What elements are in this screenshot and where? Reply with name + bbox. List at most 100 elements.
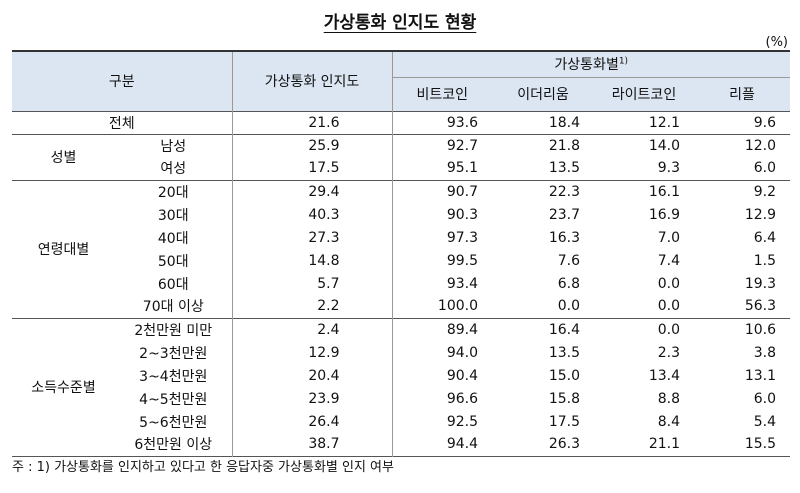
table-cell: 94.4 [391,433,492,456]
table-row: 40대 27.3 97.3 16.3 7.0 6.4 [12,226,790,249]
table-cell: 92.5 [391,410,492,433]
table-cell: 21.1 [648,436,680,453]
table-cell: 8.8 [657,390,680,407]
table-cell: 7.0 [657,229,680,246]
table-cell: 0.0 [657,275,680,292]
table-cell: 2.4 [231,318,392,341]
table-cell: 5.4 [753,413,776,430]
table-cell: 27.3 [231,226,392,249]
table-row: 4~5천만원 23.9 96.6 15.8 8.8 6.0 [12,387,790,410]
table-cell: 15.0 [548,367,580,384]
group-label: 연령대별 [37,242,90,258]
table-cell: 90.7 [391,180,492,203]
table-cell: 2.2 [231,295,392,318]
table-cell: 16.3 [548,229,580,246]
row-label: 40대 [157,230,189,247]
table-cell: 12.1 [648,114,680,131]
header-currency: 이더리움 [517,87,569,103]
row-label: 남성 [160,138,187,155]
table-cell: 89.4 [391,318,492,341]
unit-label: (%) [765,35,789,50]
footnote: 주 : 1) 가상통화를 인지하고 있다고 한 응답자중 가상통화별 인지 여부 [12,460,394,475]
table-cell: 25.9 [231,134,392,157]
table-cell: 0.0 [657,321,680,338]
row-label: 60대 [157,276,189,293]
table-cell: 1.5 [753,252,776,269]
table-cell: 22.3 [548,183,580,200]
table-cell: 90.4 [391,364,492,387]
row-label: 6천만원 이상 [134,437,213,454]
row-label: 20대 [157,184,189,201]
table-cell: 93.6 [391,111,492,134]
table-cell: 8.4 [657,413,680,430]
group-label: 소득수준별 [31,380,96,396]
table-cell: 13.5 [548,160,580,177]
table-cell: 21.8 [548,137,580,154]
table-row: 5~6천만원 26.4 92.5 17.5 8.4 5.4 [12,410,790,433]
table-cell: 99.5 [391,249,492,272]
table-cell: 3.8 [753,344,776,361]
table-row: 30대 40.3 90.3 23.7 16.9 12.9 [12,203,790,226]
awareness-table: 구분 가상통화 인지도 가상통화별1) 비트코인 이더리움 라이트코인 리플 전체 21… [12,50,790,457]
table-cell: 12.9 [231,341,392,364]
table-cell: 13.4 [648,367,680,384]
header-awareness: 가상통화 인지도 [231,51,392,111]
table-row-total: 전체 21.6 93.6 18.4 12.1 9.6 [12,111,790,134]
table-cell: 20.4 [231,364,392,387]
table-cell: 26.4 [231,410,392,433]
table-cell: 97.3 [391,226,492,249]
table-cell: 100.0 [391,295,492,318]
table-cell: 29.4 [231,180,392,203]
table-cell: 21.6 [231,111,392,134]
row-label: 30대 [157,207,189,224]
table-cell: 19.3 [744,275,776,292]
table-cell: 6.4 [753,229,776,246]
table-cell: 38.7 [231,433,392,456]
table-row: 성별 남성 25.9 92.7 21.8 14.0 12.0 [12,134,790,166]
table-row: 2~3천만원 12.9 94.0 13.5 2.3 3.8 [12,341,790,364]
row-label: 2~3천만원 [139,345,208,362]
table-cell: 17.5 [548,413,580,430]
table-row: 6천만원 이상 38.7 94.4 26.3 21.1 15.5 [12,433,790,456]
table-cell: 13.1 [744,367,776,384]
row-label: 70대 이상 [142,299,204,316]
table-cell: 17.5 [231,157,392,180]
table-row: 3~4천만원 20.4 90.4 15.0 13.4 13.1 [12,364,790,387]
table-cell: 16.9 [648,206,680,223]
header-currency: 라이트코인 [611,87,677,103]
header-currency: 비트코인 [391,77,492,111]
table-row: 50대 14.8 99.5 7.6 7.4 1.5 [12,249,790,272]
table-cell: 40.3 [231,203,392,226]
table-cell: 96.6 [391,387,492,410]
table-cell: 93.4 [391,272,492,295]
table-cell: 7.6 [557,252,580,269]
header-by-currency: 가상통화별1) [391,51,790,78]
table-row: 여성 17.5 95.1 13.5 9.3 6.0 [12,157,790,180]
table-cell: 9.6 [753,114,776,131]
table-cell: 16.1 [648,183,680,200]
table-cell: 6.8 [557,275,580,292]
row-label: 3~4천만원 [139,368,208,385]
table-cell: 94.0 [391,341,492,364]
table-cell: 15.5 [744,436,776,453]
row-label: 50대 [157,253,189,270]
row-label: 2천만원 미만 [134,322,213,339]
table-cell: 14.0 [648,137,680,154]
table-cell: 56.3 [744,298,776,315]
group-label: 성별 [50,150,77,166]
table-cell: 10.6 [744,321,776,338]
table-row: 연령대별 20대 29.4 90.7 22.3 16.1 9.2 [12,180,790,258]
table-cell: 5.7 [231,272,392,295]
table-row: 소득수준별 2천만원 미만 2.4 89.4 16.4 0.0 10.6 [12,318,790,396]
row-label: 4~5천만원 [139,391,208,408]
table-cell: 90.3 [391,203,492,226]
table-cell: 0.0 [557,298,580,315]
page-title: 가상통화 인지도 현황 [323,13,477,33]
table-cell: 14.8 [231,249,392,272]
table-cell: 23.7 [548,206,580,223]
table-cell: 12.9 [744,206,776,223]
table-row: 60대 5.7 93.4 6.8 0.0 19.3 [12,272,790,295]
row-label: 여성 [160,161,187,178]
table-cell: 18.4 [548,114,580,131]
table-cell: 15.8 [548,390,580,407]
